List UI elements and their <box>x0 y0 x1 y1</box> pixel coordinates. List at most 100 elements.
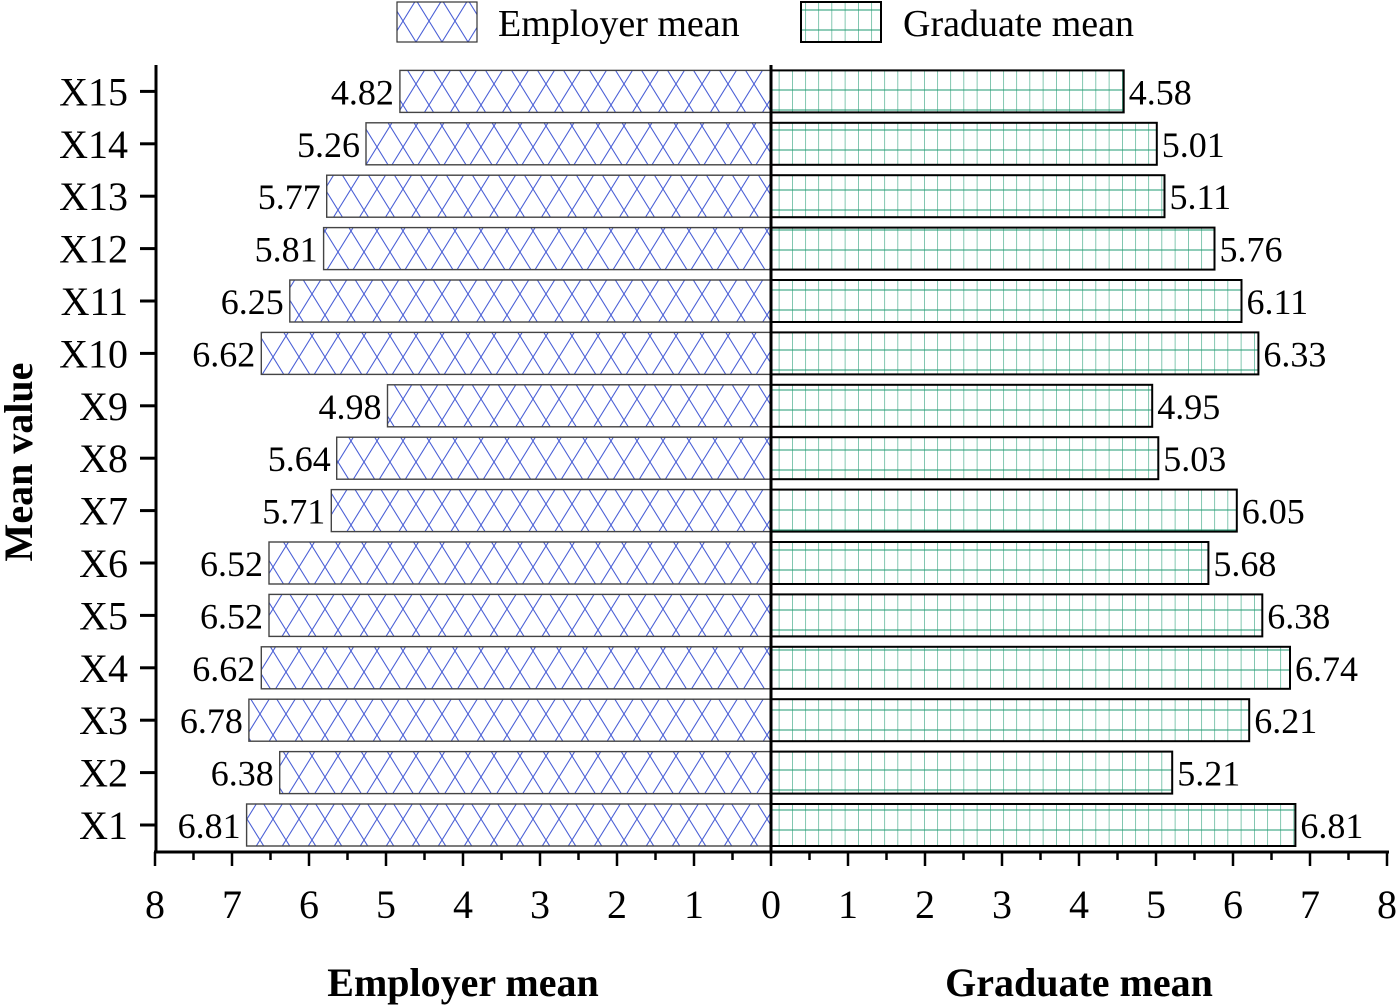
y-tick-label: X2 <box>79 751 128 796</box>
legend: Employer mean Graduate mean <box>396 1 1134 45</box>
axes: X1 X2 X3 X4 X5 X6 X7 X8 X9 X10 X11 X12 X13 X14 X15 0 1 1… <box>59 65 1397 927</box>
x-tick-label: 6 <box>1223 882 1243 927</box>
bar-graduate-x3 <box>770 698 1251 743</box>
x-tick-label: 3 <box>530 882 550 927</box>
y-tick-label: X12 <box>59 227 128 272</box>
bar-employer-x15 <box>399 69 772 114</box>
y-tick-label: X7 <box>79 489 128 534</box>
value-label-employer: 6.81 <box>178 806 241 846</box>
y-tick-label: X3 <box>79 698 128 743</box>
bar-graduate-x14 <box>770 121 1158 166</box>
x-axis-title-left: Employer mean <box>327 960 598 1005</box>
value-label-employer: 5.64 <box>268 439 331 479</box>
legend-swatch-employer <box>396 1 478 43</box>
bar-employer-x7 <box>330 488 772 533</box>
value-label-employer: 6.52 <box>200 596 263 636</box>
value-label-employer: 5.26 <box>297 125 360 165</box>
value-label-graduate: 5.03 <box>1163 439 1226 479</box>
bar-employer-x8 <box>336 436 772 480</box>
value-label-graduate: 5.68 <box>1213 544 1276 584</box>
bar-employer-x9 <box>386 384 772 428</box>
value-label-graduate: 6.81 <box>1300 806 1363 846</box>
bar-graduate-x13 <box>770 174 1166 219</box>
y-tick-label: X8 <box>79 436 128 481</box>
bar-employer-x6 <box>268 541 772 585</box>
bar-employer-x12 <box>322 226 772 271</box>
bar-graduate-x12 <box>770 226 1216 271</box>
bar-employer-x4 <box>260 646 772 690</box>
value-label-employer: 6.52 <box>200 544 263 584</box>
y-tick-label: X6 <box>79 541 128 586</box>
legend-label-graduate: Graduate mean <box>903 3 1134 45</box>
value-label-graduate: 6.11 <box>1247 282 1309 322</box>
value-label-graduate: 6.74 <box>1295 649 1358 689</box>
bar-employer-x11 <box>289 279 772 323</box>
x-tick-label: 8 <box>1377 882 1397 927</box>
x-tick-label: 2 <box>915 882 935 927</box>
x-axis-title-right: Graduate mean <box>945 960 1213 1005</box>
value-label-graduate: 4.58 <box>1129 72 1192 112</box>
y-tick-label: X15 <box>59 69 128 114</box>
y-ticks: X1 X2 X3 X4 X5 X6 X7 X8 X9 X10 X11 X12 X13 X14 X15 <box>59 69 156 848</box>
x-tick-label: 0 <box>761 882 781 927</box>
x-tick-label: 4 <box>453 882 473 927</box>
bar-graduate-x5 <box>770 593 1264 638</box>
value-label-employer: 5.81 <box>255 230 318 270</box>
bar-graduate-x4 <box>770 645 1291 690</box>
bar-graduate-x6 <box>770 541 1210 585</box>
x-tick-label: 5 <box>376 882 396 927</box>
bar-employer-x2 <box>279 750 772 795</box>
value-label-employer: 4.98 <box>319 387 382 427</box>
bar-graduate-x1 <box>770 803 1297 847</box>
y-tick-label: X10 <box>59 331 128 376</box>
bar-employer-x13 <box>326 174 772 218</box>
y-axis-title: Mean value <box>0 363 41 562</box>
value-label-employer: 6.62 <box>192 334 255 374</box>
bar-graduate-x15 <box>770 69 1125 114</box>
value-label-graduate: 5.76 <box>1220 230 1283 270</box>
bar-graduate-x2 <box>770 750 1174 795</box>
value-label-employer: 6.38 <box>211 754 274 794</box>
x-tick-label: 2 <box>607 882 627 927</box>
bar-employer-x3 <box>248 698 772 742</box>
legend-label-employer: Employer mean <box>498 3 740 45</box>
value-label-employer: 4.82 <box>331 72 394 112</box>
value-label-graduate: 5.11 <box>1170 177 1232 217</box>
bar-graduate-x9 <box>770 383 1154 428</box>
bars-group: 6.81 6.81 6.38 5.21 6.78 6.21 6.62 6.74 6.52 6.38… <box>178 69 1363 847</box>
value-label-employer: 6.62 <box>192 649 255 689</box>
bar-employer-x14 <box>365 122 772 166</box>
value-label-employer: 6.78 <box>180 701 243 741</box>
y-tick-label: X11 <box>61 279 128 324</box>
x-tick-label: 5 <box>1146 882 1166 927</box>
y-tick-label: X5 <box>79 593 128 638</box>
value-label-graduate: 6.33 <box>1263 334 1326 374</box>
x-tick-label: 7 <box>1300 882 1320 927</box>
x-tick-label: 4 <box>1069 882 1089 927</box>
y-tick-label: X9 <box>79 384 128 429</box>
x-tick-label: 6 <box>299 882 319 927</box>
y-tick-label: X13 <box>59 174 128 219</box>
bar-graduate-x7 <box>770 488 1238 533</box>
x-tick-label: 8 <box>145 882 165 927</box>
value-label-employer: 5.77 <box>258 177 321 217</box>
value-label-graduate: 5.21 <box>1177 754 1240 794</box>
bar-employer-x5 <box>268 593 772 638</box>
y-tick-label: X14 <box>59 122 128 167</box>
y-tick-label: X4 <box>79 646 128 691</box>
bar-employer-x10 <box>260 331 772 376</box>
bar-graduate-x8 <box>770 436 1160 481</box>
x-tick-label: 3 <box>992 882 1012 927</box>
value-label-graduate: 6.38 <box>1267 596 1330 636</box>
value-label-graduate: 5.01 <box>1162 125 1225 165</box>
x-tick-label: 1 <box>684 882 704 927</box>
bar-employer-x1 <box>245 803 772 847</box>
value-label-graduate: 6.05 <box>1242 492 1305 532</box>
bar-graduate-x11 <box>770 279 1243 323</box>
x-tick-label: 7 <box>222 882 242 927</box>
y-tick-label: X1 <box>79 803 128 848</box>
value-label-graduate: 4.95 <box>1157 387 1220 427</box>
x-ticks: 0 1 1 2 2 3 3 4 4 5 5 6 6 7 7 8 8 <box>145 852 1397 927</box>
x-tick-label: 1 <box>838 882 858 927</box>
